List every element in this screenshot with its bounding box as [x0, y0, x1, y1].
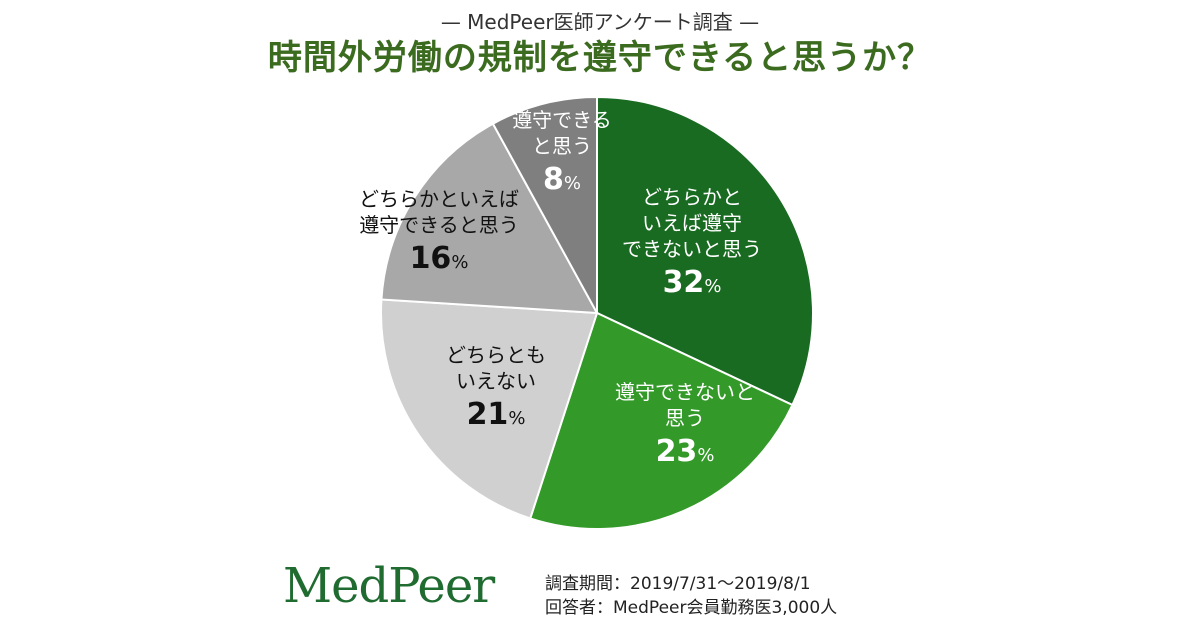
chart-title: 時間外労働の規制を遵守できると思うか？ — [267, 38, 933, 78]
slice-label-0-line-1: いえば遵守 — [642, 211, 742, 235]
pie-slices — [380, 95, 814, 530]
slice-value-2: 21% — [467, 397, 526, 432]
pie-slice-3 — [380, 122, 599, 315]
slice-label-1-line-0: 遵守できないと — [615, 380, 755, 404]
survey-subtitle: — MedPeer医師アンケート調査 — — [440, 10, 760, 34]
slice-value-3: 16% — [410, 241, 469, 276]
medpeer-logo: MedPeer — [283, 558, 495, 614]
pie-slice-4 — [491, 95, 598, 314]
survey-respondents: 回答者：MedPeer会員勤務医3,000人 — [545, 598, 838, 618]
slice-label-2-line-0: どちらとも — [446, 343, 546, 367]
slice-label-1-line-1: 思う — [665, 406, 705, 430]
slice-label-4-line-1: と思う — [532, 134, 592, 158]
pie-slice-0 — [596, 95, 814, 407]
survey-period: 調査期間：2019/7/31～2019/8/1 — [545, 574, 811, 594]
slice-value-4: 8% — [543, 162, 581, 197]
slice-label-3-line-0: どちらかといえば — [359, 187, 519, 211]
slice-label-0-line-2: できないと思う — [622, 237, 762, 261]
slice-label-4-line-0: 遵守できる — [512, 108, 612, 132]
pie-slice-1 — [528, 311, 794, 530]
pie-slice-2 — [380, 298, 599, 520]
slice-value-1: 23% — [656, 434, 715, 469]
slice-label-2-line-1: いえない — [456, 369, 536, 393]
slice-value-0: 32% — [663, 265, 722, 300]
survey-footnote: 調査期間：2019/7/31～2019/8/1 回答者：MedPeer会員勤務医… — [545, 572, 837, 620]
slice-label-3-line-1: 遵守できると思う — [359, 213, 519, 237]
slice-label-0-line-0: どちらかと — [642, 185, 742, 209]
